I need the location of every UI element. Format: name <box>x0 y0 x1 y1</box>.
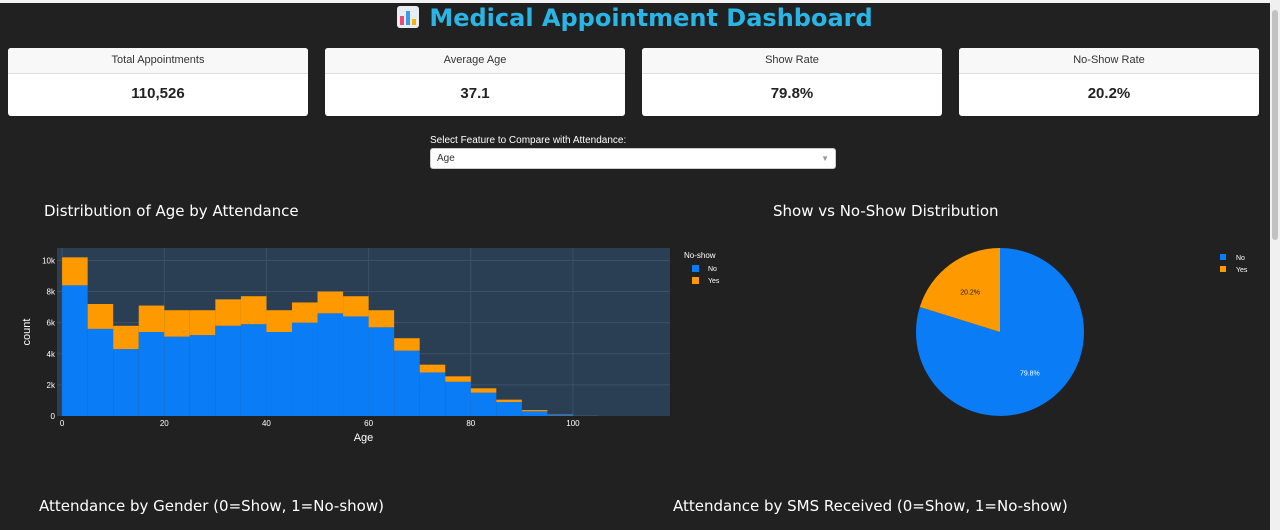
bar-no <box>470 392 497 416</box>
dropdown-arrow-icon[interactable]: ▼ <box>821 154 829 163</box>
feature-selector-label: Select Feature to Compare with Attendanc… <box>430 135 627 146</box>
bar-no <box>215 325 241 416</box>
bar-no <box>113 349 139 416</box>
legend-label-yes: Yes <box>708 278 720 285</box>
bar-yes <box>87 304 114 329</box>
bar-yes <box>470 388 497 393</box>
legend-label-no: No <box>708 266 717 273</box>
bar-chart-emoji-icon <box>397 6 420 28</box>
legend-swatch-no <box>692 265 699 272</box>
y-tick-label: 0 <box>51 412 56 421</box>
y-tick-labels: 0 2k 4k 6k 8k 10k <box>42 256 56 421</box>
bar-yes <box>189 310 216 336</box>
age-histogram-chart: 0 2k 4k 6k 8k 10k 0 20 40 60 80 100 count Age No-s… <box>21 248 720 444</box>
page-title: Medical Appointment Dashboard <box>0 4 1270 32</box>
bar-no <box>87 328 114 416</box>
bar-no <box>343 316 369 416</box>
sms-chart-title: Attendance by SMS Received (0=Show, 1=No… <box>673 497 1068 515</box>
y-axis-label: count <box>21 319 33 346</box>
bar-yes <box>368 310 395 328</box>
bar-no <box>496 402 522 416</box>
bar-yes <box>317 291 344 314</box>
bars <box>62 257 599 416</box>
kpi-label: No-Show Rate <box>959 48 1259 74</box>
bar-no <box>138 332 165 416</box>
bar-no <box>164 336 190 416</box>
legend-title: No-show <box>684 251 716 260</box>
x-tick-label: 40 <box>262 419 271 428</box>
x-axis-label: Age <box>354 432 374 444</box>
kpi-value: 37.1 <box>460 85 490 102</box>
bar-no <box>317 313 344 416</box>
bar-no <box>368 327 395 416</box>
pie-chart-title: Show vs No-Show Distribution <box>773 202 999 220</box>
feature-selector-dropdown[interactable]: Age ▼ <box>430 148 836 169</box>
bar-yes <box>266 310 292 332</box>
kpi-label: Show Rate <box>642 48 942 74</box>
feature-selector-value: Age <box>437 153 455 164</box>
pie-label-no: 79.8% <box>1020 371 1040 378</box>
bar-yes <box>215 299 241 326</box>
bar-yes <box>419 364 446 373</box>
kpi-card-total-appointments: Total Appointments 110,526 <box>8 48 308 116</box>
bar-yes <box>445 376 471 382</box>
bar-yes <box>496 399 522 402</box>
kpi-card-show-rate: Show Rate 79.8% <box>642 48 942 116</box>
browser-top-edge <box>0 0 1280 3</box>
histogram-title: Distribution of Age by Attendance <box>44 202 299 220</box>
bar-yes <box>394 338 420 351</box>
legend-swatch-yes <box>692 277 699 284</box>
kpi-card-no-show-rate: No-Show Rate 20.2% <box>959 48 1259 116</box>
legend-swatch-no <box>1220 254 1226 260</box>
kpi-label: Average Age <box>325 48 625 74</box>
x-tick-label: 0 <box>60 419 65 428</box>
page-title-text: Medical Appointment Dashboard <box>429 4 873 32</box>
x-tick-label: 60 <box>364 419 373 428</box>
kpi-value: 110,526 <box>131 85 185 102</box>
y-tick-label: 4k <box>47 350 56 359</box>
bar-no <box>62 285 88 416</box>
bar-yes <box>343 296 369 317</box>
bar-yes <box>521 410 548 412</box>
bar-yes <box>164 310 190 337</box>
legend: No Yes <box>1220 254 1248 274</box>
kpi-card-average-age: Average Age 37.1 <box>325 48 625 116</box>
x-tick-label: 80 <box>466 419 475 428</box>
bar-no <box>547 414 573 416</box>
bar-yes <box>113 325 139 350</box>
pie-label-yes: 20.2% <box>960 289 980 296</box>
bar-yes <box>138 305 165 332</box>
kpi-label: Total Appointments <box>8 48 308 74</box>
legend-swatch-yes <box>1220 266 1226 272</box>
x-tick-labels: 0 20 40 60 80 100 <box>60 419 580 428</box>
show-noshow-pie-chart: 79.8% 20.2% No Yes <box>916 248 1248 416</box>
bar-no <box>189 335 216 416</box>
scrollbar-thumb[interactable] <box>1272 10 1278 240</box>
y-tick-label: 2k <box>47 381 56 390</box>
bar-no <box>240 324 267 416</box>
kpi-value: 20.2% <box>1087 85 1131 102</box>
bar-no <box>419 372 446 416</box>
bar-no <box>291 322 318 416</box>
y-tick-label: 6k <box>47 319 56 328</box>
y-tick-label: 10k <box>42 256 56 265</box>
bar-yes <box>291 302 318 323</box>
legend-label-no: No <box>1236 255 1245 262</box>
x-tick-label: 100 <box>566 419 580 428</box>
x-tick-label: 20 <box>160 419 169 428</box>
legend: No Yes <box>692 265 720 285</box>
bar-no <box>266 332 292 416</box>
gender-chart-title: Attendance by Gender (0=Show, 1=No-show) <box>39 497 384 515</box>
kpi-value: 79.8% <box>770 85 814 102</box>
bar-no <box>394 350 420 416</box>
y-tick-label: 8k <box>47 288 56 297</box>
pie-slices: 79.8% 20.2% <box>916 248 1084 416</box>
bar-yes <box>240 296 267 325</box>
bar-no <box>521 411 548 416</box>
pie-slice-yes <box>919 248 1000 332</box>
bar-yes <box>62 257 88 286</box>
bar-no <box>445 381 471 416</box>
page-scrollbar[interactable] <box>1270 0 1280 530</box>
legend-label-yes: Yes <box>1236 267 1248 274</box>
